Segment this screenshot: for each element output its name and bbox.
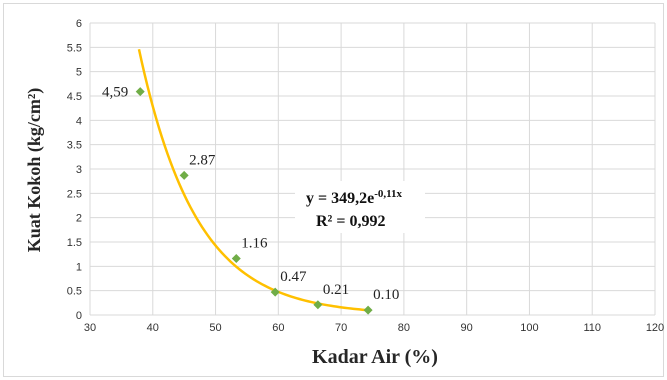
trendline bbox=[137, 48, 369, 312]
x-tick-label: 60 bbox=[272, 322, 284, 334]
data-label: 0.10 bbox=[373, 287, 399, 303]
equation-text: y = 349,2e bbox=[306, 190, 374, 207]
data-label: 0.21 bbox=[323, 282, 349, 298]
data-point bbox=[313, 300, 323, 310]
y-tick-label: 4 bbox=[76, 115, 82, 127]
x-tick-label: 100 bbox=[520, 322, 538, 334]
x-axis-title: Kadar Air (%) bbox=[312, 346, 438, 368]
y-tick-label: 0.5 bbox=[67, 286, 82, 298]
data-point bbox=[135, 87, 145, 97]
y-axis-title: Kuat Kokoh (kg/cm²) bbox=[24, 88, 45, 252]
x-tick-label: 110 bbox=[583, 322, 601, 334]
equation-exponent: -0,11x bbox=[374, 188, 402, 200]
gridlines bbox=[89, 22, 656, 316]
x-tick-label: 80 bbox=[398, 322, 410, 334]
r-squared-text: R² = 0,992 bbox=[316, 213, 385, 230]
svg-text:y = 349,2e-0,11x: y = 349,2e-0,11x bbox=[306, 188, 403, 207]
trendline-equation: y = 349,2e-0,11x R² = 0,992 bbox=[295, 181, 425, 233]
y-tick-label: 4.5 bbox=[67, 91, 82, 103]
data-point bbox=[363, 305, 373, 315]
y-tick-label: 2.5 bbox=[67, 188, 82, 200]
data-label: 1.16 bbox=[241, 236, 268, 252]
x-tick-label: 120 bbox=[646, 322, 664, 334]
x-tick-label: 90 bbox=[461, 322, 473, 334]
y-tick-labels: 0 0.5 1 1.5 2 2.5 3 3.5 4 4.5 5 5.5 6 bbox=[67, 18, 82, 322]
y-tick-label: 1.5 bbox=[67, 237, 82, 249]
y-tick-label: 2 bbox=[76, 213, 82, 225]
data-label: 4,59 bbox=[102, 85, 128, 101]
y-tick-label: 3.5 bbox=[67, 140, 82, 152]
x-tick-labels: 30 40 50 60 70 80 90 100 110 120 bbox=[84, 322, 664, 334]
x-tick-label: 70 bbox=[335, 322, 347, 334]
data-label: 2.87 bbox=[189, 152, 216, 168]
equation-background bbox=[295, 181, 425, 233]
x-tick-label: 40 bbox=[147, 322, 159, 334]
data-points bbox=[135, 87, 373, 315]
data-point bbox=[179, 170, 189, 180]
data-point bbox=[270, 287, 280, 297]
y-tick-label: 3 bbox=[76, 164, 82, 176]
data-label: 0.47 bbox=[280, 269, 307, 285]
y-tick-label: 5.5 bbox=[67, 42, 82, 54]
x-tick-label: 50 bbox=[209, 322, 221, 334]
y-tick-label: 0 bbox=[76, 310, 82, 322]
y-tick-label: 6 bbox=[76, 18, 82, 30]
y-tick-label: 5 bbox=[76, 67, 82, 79]
data-point bbox=[231, 254, 241, 264]
y-tick-label: 1 bbox=[76, 261, 82, 273]
x-tick-label: 30 bbox=[84, 322, 96, 334]
data-labels: 4,59 2.87 1.16 0.47 0.21 0.10 bbox=[102, 85, 399, 304]
